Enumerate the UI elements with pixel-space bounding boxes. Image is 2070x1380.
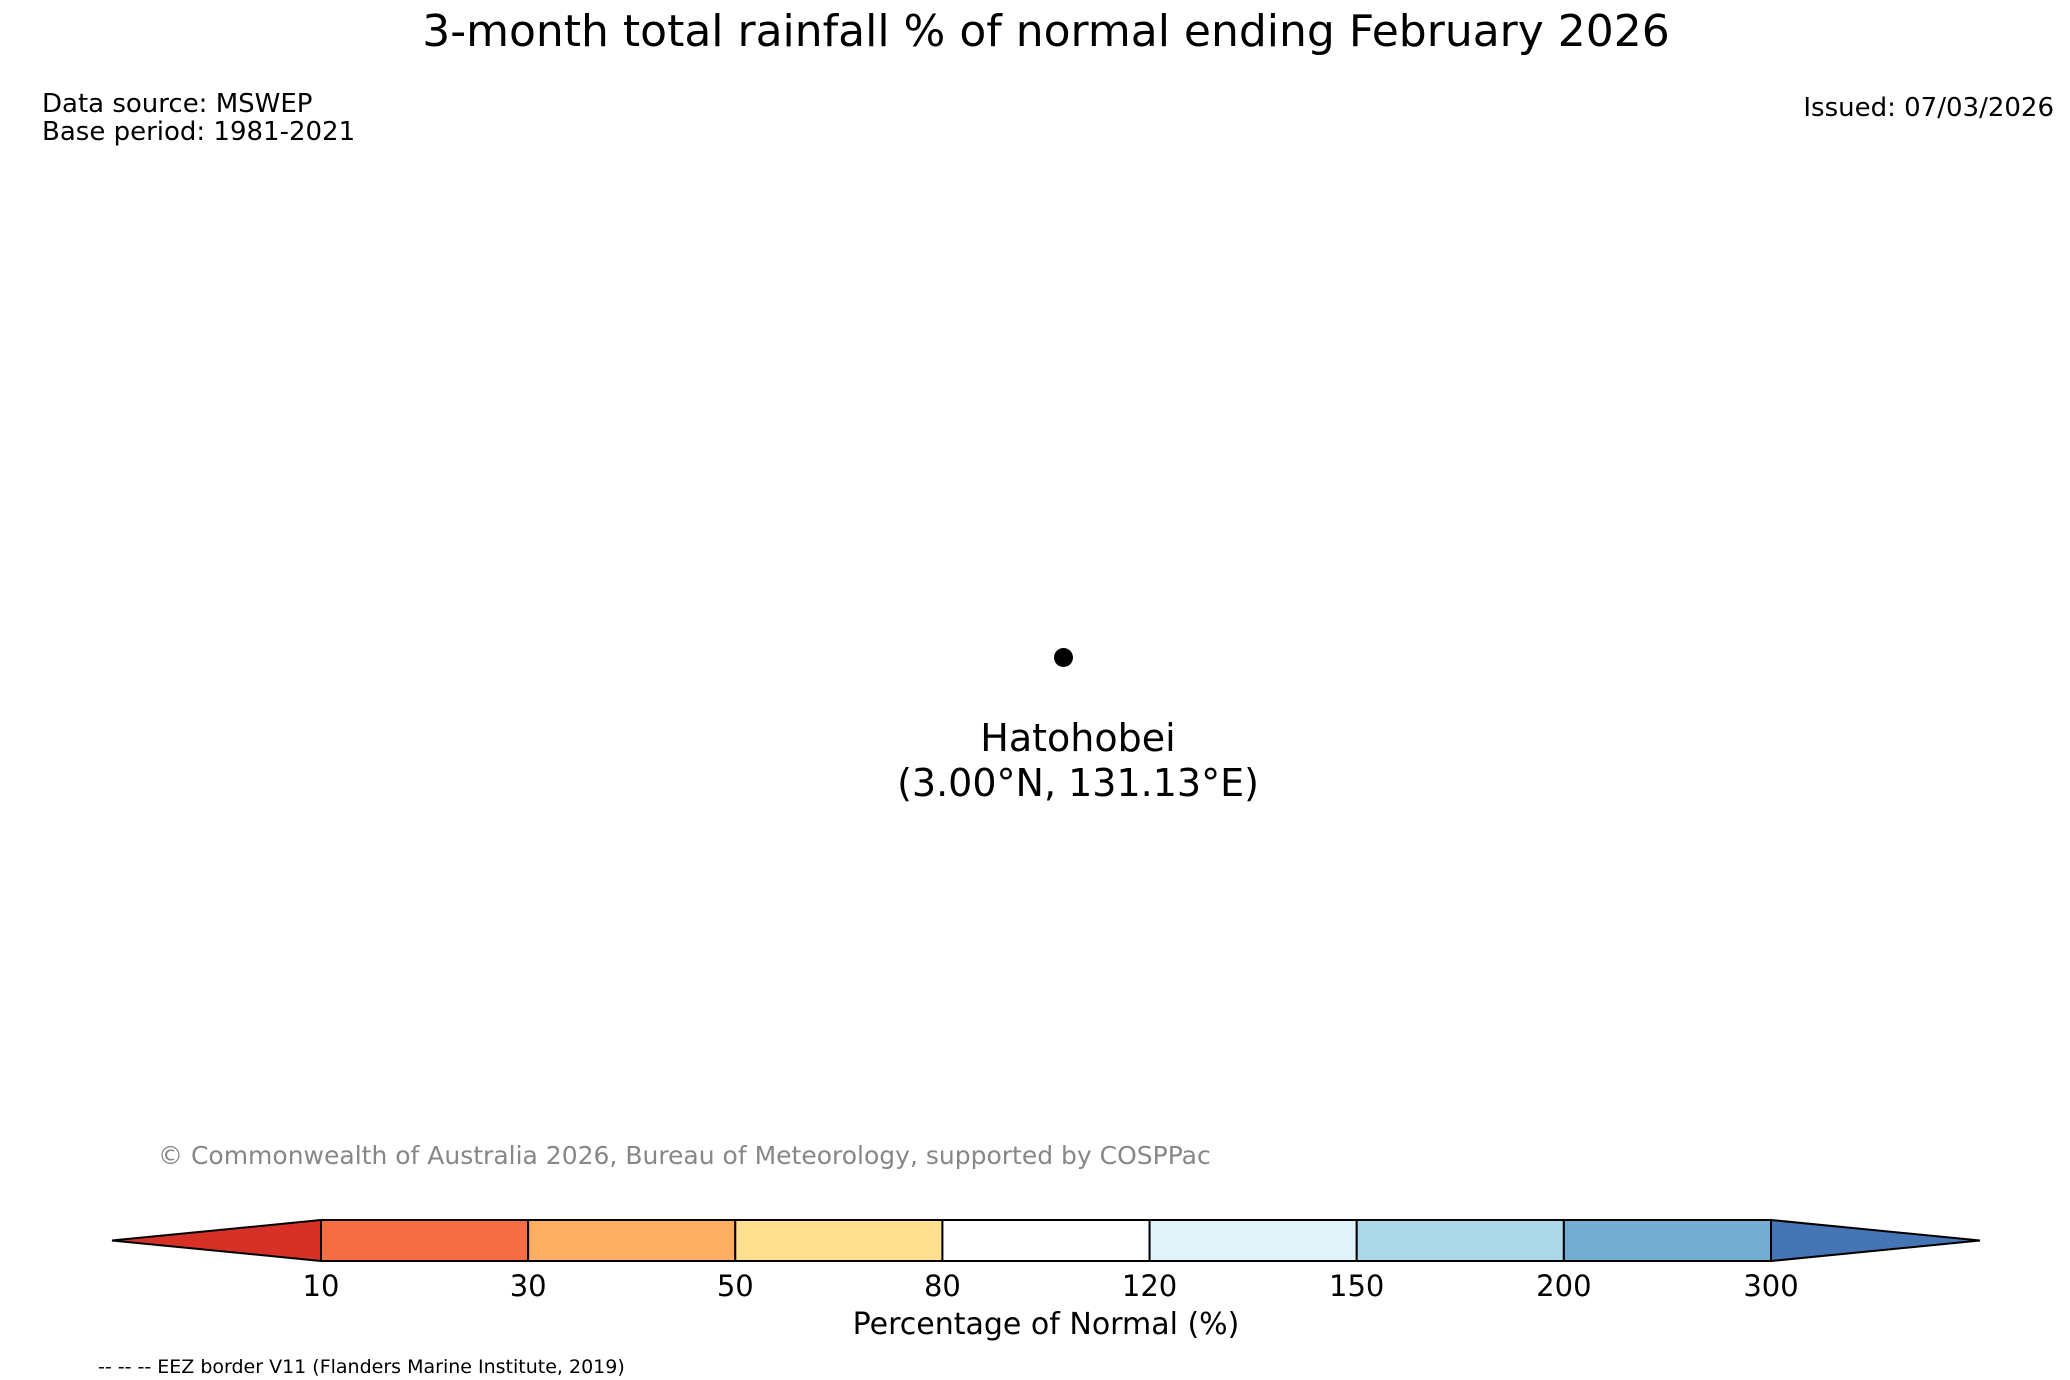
colorbar-tick-label: 10 (302, 1269, 340, 1303)
colorbar-ticks: 10 30 50 80 120 150 200 300 (0, 1269, 2070, 1307)
colorbar-axis-label: Percentage of Normal (%) (852, 1307, 1240, 1342)
colorbar-tick-label: 80 (923, 1269, 961, 1303)
colorbar-tick-label: 150 (1329, 1269, 1385, 1303)
colorbar-tick-label: 300 (1743, 1269, 1799, 1303)
colorbar-tick-label: 30 (509, 1269, 547, 1303)
colorbar-segment (527, 1219, 737, 1262)
station-coordinates-label: (3.00°N, 131.13°E) (897, 761, 1259, 805)
station-label: Hatohobei (3.00°N, 131.13°E) (897, 716, 1259, 806)
colorbar-segment (320, 1219, 530, 1262)
colorbar-segment (734, 1219, 944, 1262)
colorbar-tick-label: 120 (1121, 1269, 1178, 1303)
issued-label: Issued: 07/03/2026 (1803, 93, 2054, 123)
colorbar-segment (1148, 1219, 1358, 1262)
meta-block: Data source: MSWEP Base period: 1981-202… (42, 90, 355, 146)
eez-legend-note: -- -- -- EEZ border V11 (Flanders Marine… (98, 1356, 625, 1378)
colorbar-under-arrow (111, 1218, 322, 1263)
colorbar-segment (1562, 1219, 1773, 1262)
colorbar-tick-label: 200 (1536, 1269, 1592, 1303)
colorbar-over-arrow (1770, 1218, 1981, 1263)
station-name-label: Hatohobei (980, 716, 1176, 760)
data-source-label: Data source: MSWEP (42, 89, 313, 119)
base-period-label: Base period: 1981-2021 (42, 117, 356, 148)
station-marker-dot (1054, 648, 1073, 667)
colorbar-tick-label: 50 (716, 1269, 754, 1303)
colorbar-segment (1355, 1219, 1565, 1262)
colorbar-segment (941, 1219, 1151, 1262)
page-title: 3-month total rainfall % of normal endin… (422, 6, 1670, 57)
copyright-notice: © Commonwealth of Australia 2026, Bureau… (158, 1141, 1211, 1170)
colorbar-svg (111, 1218, 1981, 1263)
